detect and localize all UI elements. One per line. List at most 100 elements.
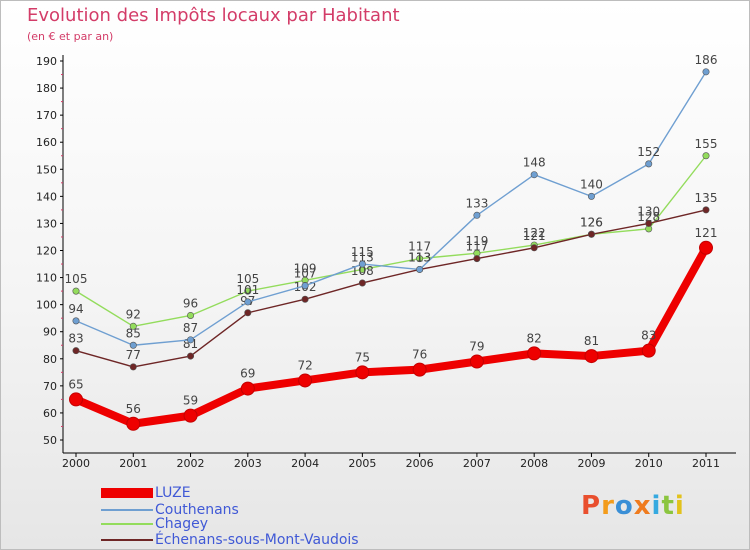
data-label-echenans-sous-mont-vaudois: 77 — [126, 348, 141, 362]
data-label-echenans-sous-mont-vaudois: 108 — [351, 264, 374, 278]
series-line-couthenans — [75, 71, 707, 346]
logo-letter: i — [674, 491, 685, 521]
data-point-chagey — [244, 287, 252, 295]
data-point-couthenans — [702, 68, 710, 76]
x-tick-label: 2003 — [234, 457, 262, 470]
legend-swatch-couthenans — [101, 509, 153, 511]
data-point-luze — [699, 240, 713, 255]
series-line-echenans-sous-mont-vaudois — [75, 209, 707, 368]
data-label-chagey: 117 — [408, 240, 431, 254]
data-label-luze: 56 — [126, 402, 141, 416]
data-point-couthenans — [358, 260, 366, 268]
data-point-luze — [69, 392, 83, 407]
x-tick-label: 2009 — [577, 457, 605, 470]
data-point-echenans-sous-mont-vaudois — [473, 255, 481, 263]
data-label-chagey: 126 — [580, 215, 603, 229]
series-line-luze — [72, 243, 710, 428]
legend-label-echenans: Échenans-sous-Mont-Vaudois — [155, 532, 359, 548]
x-tick-label: 2004 — [291, 457, 319, 470]
y-tick-label: 190 — [36, 55, 57, 68]
y-tick-label: 110 — [36, 272, 57, 285]
data-point-couthenans — [587, 192, 595, 200]
data-point-echenans-sous-mont-vaudois — [530, 244, 538, 252]
data-point-echenans-sous-mont-vaudois — [187, 352, 195, 360]
data-label-couthenans: 186 — [695, 53, 718, 67]
x-tick-label: 2007 — [463, 457, 491, 470]
y-tick-label: 80 — [43, 353, 57, 366]
logo-letter: o — [614, 491, 634, 521]
legend-swatch-echenans — [101, 539, 153, 541]
legend-label-couthenans: Couthenans — [155, 502, 239, 518]
data-point-echenans-sous-mont-vaudois — [645, 219, 653, 227]
data-point-couthenans — [129, 341, 137, 349]
data-label-couthenans: 85 — [126, 326, 141, 340]
data-point-chagey — [702, 152, 710, 160]
data-point-echenans-sous-mont-vaudois — [72, 347, 80, 355]
data-label-luze: 69 — [240, 367, 255, 381]
data-point-luze — [641, 343, 656, 358]
data-label-couthenans: 87 — [183, 321, 198, 335]
data-point-luze — [240, 381, 255, 396]
legend-label-luze: LUZE — [155, 485, 191, 501]
series-line-chagey — [75, 155, 707, 327]
logo-letter: x — [633, 491, 652, 521]
data-point-couthenans — [72, 317, 80, 325]
y-tick-label: 150 — [36, 163, 57, 176]
data-label-luze: 83 — [641, 329, 656, 343]
data-label-luze: 81 — [584, 334, 599, 348]
data-label-luze: 82 — [527, 331, 542, 345]
x-tick-label: 2002 — [177, 457, 205, 470]
data-label-couthenans: 107 — [294, 267, 317, 281]
y-tick-label: 50 — [43, 434, 57, 447]
y-tick-label: 170 — [36, 109, 57, 122]
logo-letter: r — [601, 491, 615, 521]
y-tick-label: 130 — [36, 217, 57, 230]
data-label-luze: 121 — [695, 226, 718, 240]
data-label-echenans-sous-mont-vaudois: 83 — [68, 332, 83, 346]
data-point-chagey — [129, 322, 137, 330]
logo-letter: P — [581, 491, 602, 521]
data-point-couthenans — [473, 211, 481, 219]
data-label-chagey: 113 — [351, 250, 374, 264]
data-point-couthenans — [645, 160, 653, 168]
y-tick-label: 120 — [36, 245, 57, 258]
data-point-luze — [469, 354, 484, 369]
data-point-chagey — [187, 311, 195, 319]
data-label-chagey: 105 — [65, 272, 88, 286]
x-tick-label: 2006 — [406, 457, 434, 470]
data-label-chagey: 105 — [236, 272, 259, 286]
data-point-luze — [412, 362, 427, 377]
data-label-couthenans: 148 — [523, 156, 546, 170]
data-point-chagey — [416, 255, 424, 263]
data-label-echenans-sous-mont-vaudois: 126 — [580, 215, 603, 229]
data-label-echenans-sous-mont-vaudois: 130 — [637, 204, 660, 218]
x-tick-label: 2005 — [348, 457, 376, 470]
data-label-echenans-sous-mont-vaudois: 113 — [408, 250, 431, 264]
data-label-chagey: 119 — [465, 234, 488, 248]
x-tick-label: 2008 — [520, 457, 548, 470]
y-tick-label: 90 — [43, 326, 57, 339]
data-point-luze — [126, 416, 141, 431]
data-label-luze: 59 — [183, 394, 198, 408]
data-point-echenans-sous-mont-vaudois — [129, 363, 137, 371]
data-label-couthenans: 152 — [637, 145, 660, 159]
data-point-luze — [527, 346, 542, 361]
data-label-couthenans: 94 — [68, 302, 83, 316]
data-label-luze: 79 — [469, 339, 484, 353]
data-label-chagey: 92 — [126, 307, 141, 321]
data-label-chagey: 109 — [294, 261, 317, 275]
data-label-luze: 65 — [68, 377, 83, 391]
data-point-echenans-sous-mont-vaudois — [244, 309, 252, 317]
data-label-luze: 72 — [297, 358, 312, 372]
data-point-couthenans — [416, 265, 424, 273]
chart-subtitle: (en € et par an) — [27, 30, 114, 43]
proxiti-logo: Proxiti — [581, 491, 685, 521]
legend-swatch-luze — [101, 488, 153, 498]
y-tick-label: 70 — [43, 380, 57, 393]
logo-letter: t — [661, 491, 675, 521]
data-point-luze — [584, 349, 599, 364]
y-tick-label: 160 — [36, 136, 57, 149]
data-point-couthenans — [530, 171, 538, 179]
data-label-chagey: 128 — [637, 210, 660, 224]
